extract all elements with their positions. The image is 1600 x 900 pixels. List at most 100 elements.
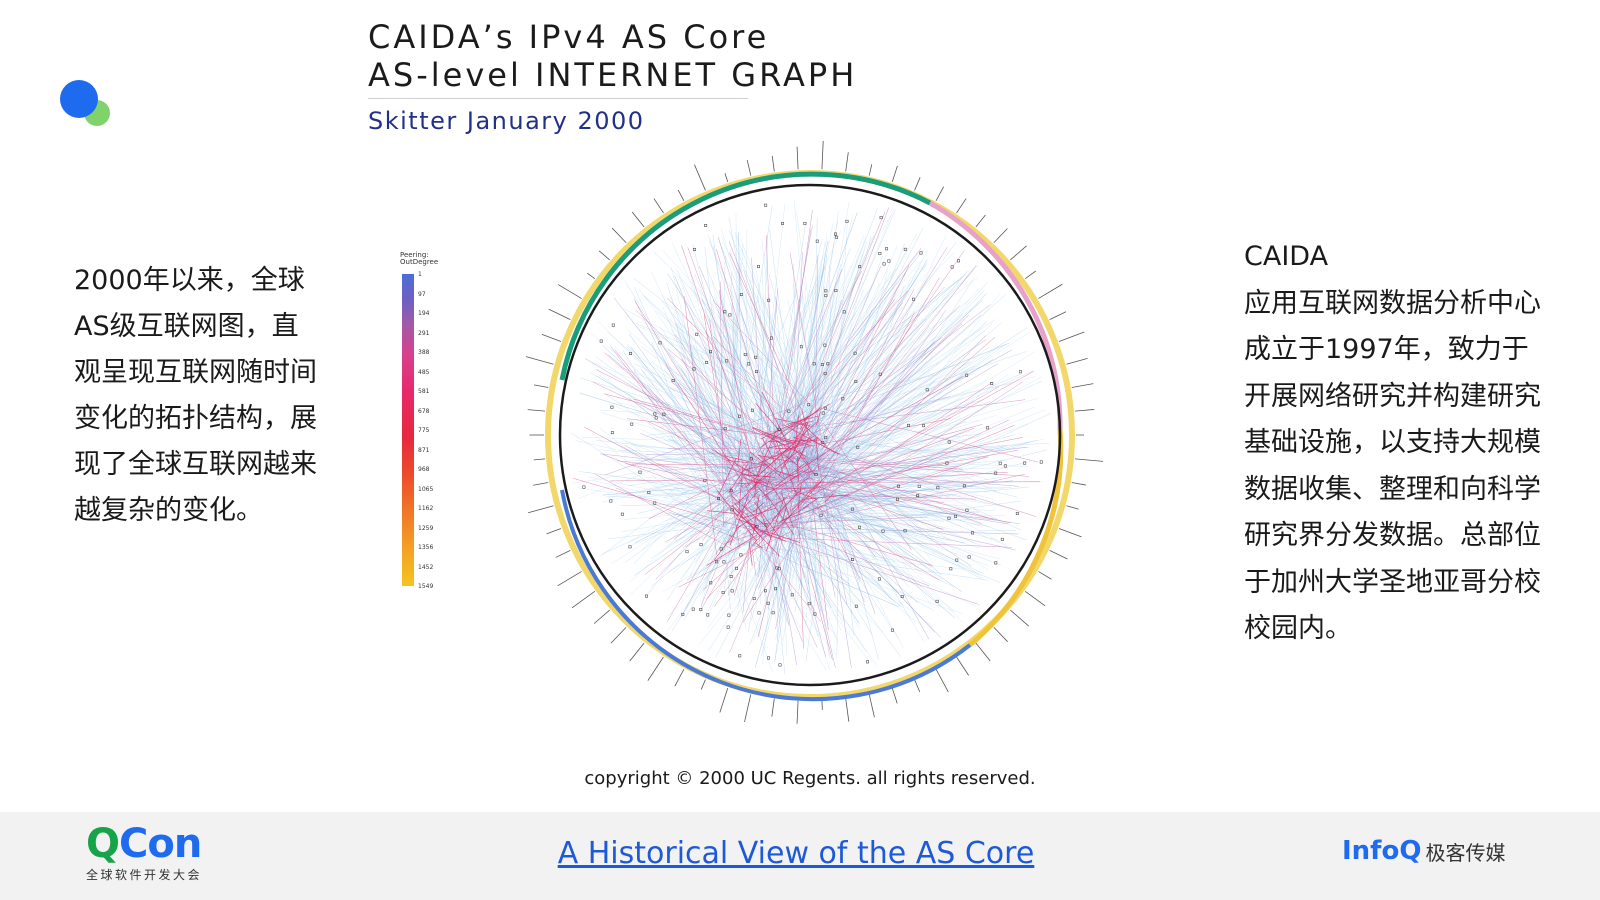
legend-tick-label: 291	[418, 329, 430, 337]
graph-edge	[792, 363, 933, 473]
graph-edge	[712, 300, 813, 408]
graph-title-block: CAIDA’s IPv4 AS Core AS-level INTERNET G…	[368, 18, 857, 135]
graph-node	[807, 403, 811, 407]
graph-edge	[718, 331, 757, 500]
core-edge	[732, 496, 768, 528]
graph-node	[842, 310, 846, 314]
graph-node	[947, 440, 951, 444]
graph-edge	[667, 516, 729, 622]
graph-edge	[800, 437, 990, 458]
core-edge	[707, 510, 735, 514]
graph-node	[630, 422, 634, 426]
outer-tick	[975, 214, 986, 228]
footer-bar	[0, 812, 1600, 900]
graph-edge	[764, 521, 790, 626]
graph-edge	[714, 535, 767, 607]
graph-node	[821, 411, 825, 415]
core-edge	[748, 542, 753, 566]
graph-edge	[822, 236, 872, 456]
legend-tick-label: 1259	[418, 524, 434, 532]
core-edge	[783, 424, 839, 455]
graph-edge	[802, 265, 910, 478]
qcon-subtitle: 全球软件开发大会	[86, 868, 203, 882]
graph-node	[706, 613, 710, 617]
core-edge	[796, 456, 799, 482]
graph-node	[727, 613, 731, 617]
outer-tick	[868, 164, 873, 176]
graph-edge	[826, 449, 1036, 517]
outer-tick	[1049, 311, 1067, 320]
graph-edge	[783, 449, 1048, 514]
outer-tick	[845, 152, 849, 172]
graph-node	[1000, 537, 1004, 541]
graph-edge	[771, 211, 886, 482]
outer-tick	[975, 642, 991, 662]
core-edge	[799, 421, 827, 447]
graph-edge	[763, 492, 877, 608]
graph-node	[693, 247, 696, 251]
core-edge	[778, 434, 799, 478]
graph-node	[629, 352, 632, 356]
core-edge	[718, 457, 737, 496]
graph-edge	[667, 348, 789, 450]
outer-tick	[694, 164, 706, 191]
legend-tick-label: 775	[418, 427, 430, 434]
core-edge	[727, 460, 765, 465]
graph-node	[764, 523, 768, 527]
graph-node	[719, 547, 723, 551]
graph-node	[877, 577, 881, 581]
graph-edge	[784, 446, 1007, 459]
core-edge	[792, 445, 816, 476]
graph-edge	[789, 497, 1016, 551]
graph-node	[900, 594, 904, 598]
graph-edge	[783, 271, 968, 492]
graph-edge	[666, 282, 732, 478]
graph-node	[1018, 370, 1022, 374]
outer-tick	[1058, 528, 1082, 538]
graph-edge	[594, 473, 732, 549]
graph-node	[709, 350, 712, 354]
graph-node	[917, 484, 921, 488]
graph-edge	[610, 479, 782, 482]
graph-edge	[765, 235, 779, 535]
graph-edge	[818, 369, 930, 459]
graph-edge	[732, 446, 1004, 502]
graph-node	[890, 628, 894, 632]
graph-node	[599, 339, 603, 343]
graph-edge	[671, 329, 751, 462]
graph-node	[685, 550, 689, 554]
right-heading: CAIDA	[1244, 241, 1329, 272]
graph-node	[728, 313, 732, 317]
copyright-text: copyright © 2000 UC Regents. all rights …	[584, 768, 1036, 789]
graph-edge	[825, 381, 993, 498]
core-edge	[779, 505, 809, 523]
graph-node	[658, 341, 662, 345]
core-edge	[762, 437, 777, 465]
graph-edge	[687, 247, 776, 491]
outer-tick	[935, 669, 949, 693]
infoq-wordmark: InfoQ	[1342, 836, 1422, 866]
graph-node	[747, 362, 751, 366]
legend-color-bar	[402, 274, 414, 586]
graph-node	[851, 507, 855, 511]
graph-edge	[799, 386, 1000, 503]
graph-edge	[776, 235, 865, 456]
graph-edge	[717, 513, 803, 585]
outer-tick	[598, 250, 610, 261]
outer-tick	[558, 284, 582, 299]
graph-node	[620, 512, 624, 516]
graph-node	[770, 336, 773, 340]
core-edge	[723, 455, 753, 463]
legend-tick-label: 1162	[418, 505, 434, 512]
outer-tick	[546, 528, 562, 535]
historical-view-link[interactable]: A Historical View of the AS Core	[557, 836, 1035, 871]
graph-edge	[820, 309, 947, 495]
graph-edge	[814, 255, 819, 446]
graph-edge	[638, 288, 793, 503]
outer-tick	[891, 165, 898, 183]
graph-edge	[577, 487, 743, 513]
core-edge	[752, 502, 764, 513]
graph-node	[823, 406, 827, 410]
core-edge	[729, 534, 732, 538]
graph-node	[823, 372, 827, 376]
